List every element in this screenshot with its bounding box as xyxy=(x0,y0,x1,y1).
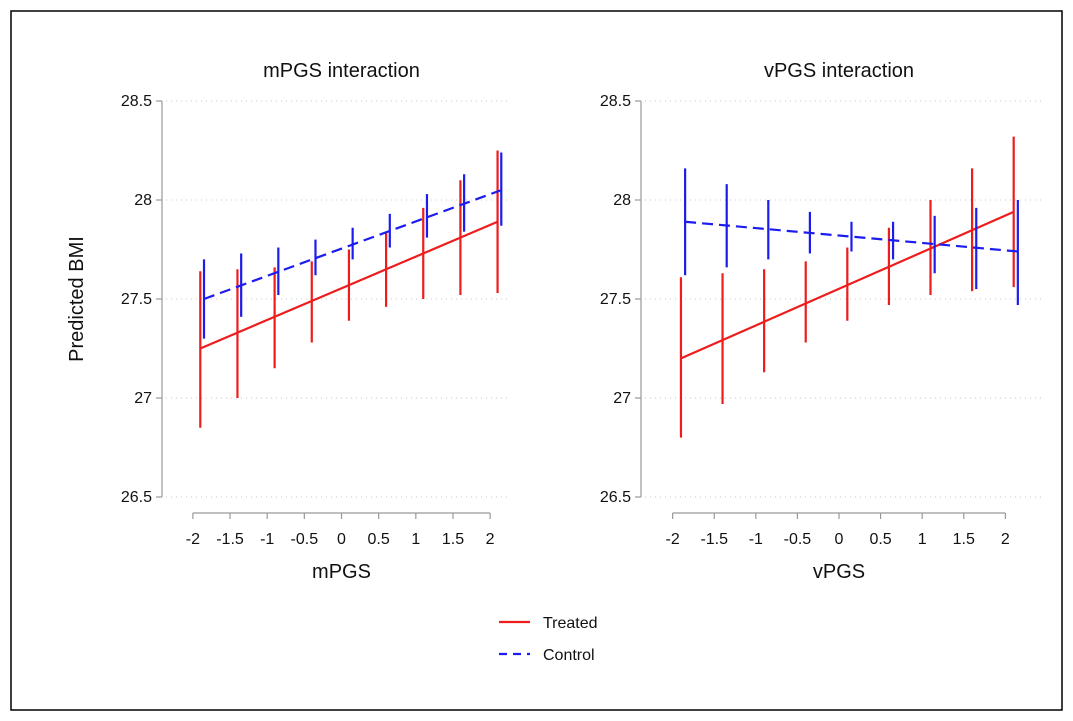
series-treated xyxy=(679,136,1015,438)
x-tick-label: -0.5 xyxy=(291,531,319,548)
x-tick-label: -2 xyxy=(186,531,200,548)
y-tick-label: 28.5 xyxy=(121,93,152,110)
legend: Treated Control xyxy=(499,615,598,664)
x-tick-label: -2 xyxy=(666,531,680,548)
x-tick-label: 0.5 xyxy=(869,531,891,548)
legend-item-control: Control xyxy=(499,647,595,664)
chart-panels: 26.5 27 27.5 28 28.5 -2 -1.5 -1 -0.5 0 0.5 1 1.5 2 mPG… xyxy=(66,60,1045,583)
x-tick-label: -1 xyxy=(749,531,763,548)
y-axis-title: Predicted BMI xyxy=(66,236,88,362)
control-line xyxy=(685,220,1018,253)
y-tick-label: 28.5 xyxy=(600,93,631,110)
x-tick-label: 1.5 xyxy=(953,531,975,548)
figure-frame xyxy=(10,10,1063,711)
y-tick-label: 28 xyxy=(134,192,152,209)
legend-label-control: Control xyxy=(543,647,595,664)
x-tick-label: -1.5 xyxy=(216,531,244,548)
chart-panel-2: 26.5 27 27.5 28 28.5 -2 -1.5 -1 -0.5 0 0.5 1 1.5 2 vPG… xyxy=(600,60,1045,583)
x-tick-label: -1 xyxy=(260,531,274,548)
legend-item-treated: Treated xyxy=(499,615,598,632)
series-control xyxy=(684,168,1019,305)
y-tick-label: 28 xyxy=(613,192,631,209)
x-tick-label: 2 xyxy=(486,531,495,548)
treated-line xyxy=(680,210,1015,360)
legend-label-treated: Treated xyxy=(543,615,598,632)
chart-title: vPGS interaction xyxy=(764,60,914,82)
x-tick-label: 1 xyxy=(411,531,420,548)
treated-line xyxy=(199,220,498,350)
x-tick-label: 0 xyxy=(337,531,346,548)
series-treated xyxy=(199,150,499,428)
x-tick-label: -1.5 xyxy=(700,531,728,548)
series-control xyxy=(202,152,503,339)
chart-title: mPGS interaction xyxy=(263,60,420,82)
y-tick-label: 27.5 xyxy=(600,291,631,308)
y-tick-label: 26.5 xyxy=(121,489,152,506)
x-tick-label: -0.5 xyxy=(784,531,812,548)
x-axis-title: mPGS xyxy=(312,561,371,583)
y-tick-label: 27.5 xyxy=(121,291,152,308)
x-tick-label: 1.5 xyxy=(442,531,464,548)
x-tick-label: 0.5 xyxy=(368,531,390,548)
x-tick-label: 0 xyxy=(835,531,844,548)
y-tick-label: 27 xyxy=(134,390,152,407)
y-tick-label: 26.5 xyxy=(600,489,631,506)
y-tick-label: 27 xyxy=(613,390,631,407)
x-tick-label: 2 xyxy=(1001,531,1010,548)
chart-panel-1: 26.5 27 27.5 28 28.5 -2 -1.5 -1 -0.5 0 0.5 1 1.5 2 mPG… xyxy=(66,60,510,583)
x-tick-label: 1 xyxy=(918,531,927,548)
x-axis-title: vPGS xyxy=(813,561,865,583)
control-line xyxy=(203,189,502,301)
